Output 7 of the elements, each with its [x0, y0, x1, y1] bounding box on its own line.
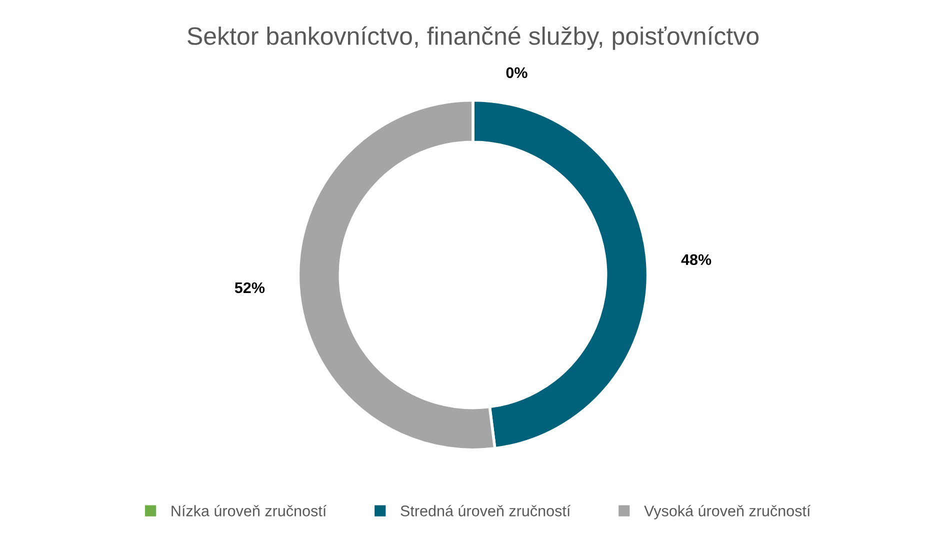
legend-label: Stredná úroveň zručností [400, 504, 571, 516]
data-label: 48% [681, 254, 712, 266]
text: 0% [506, 67, 528, 78]
legend-label: Vysoká úroveň zručností [644, 504, 811, 520]
chart-title: Sektor bankovníctvo, finančné služby, poisťovníctvo [188, 26, 759, 50]
data-label: 52% [234, 282, 265, 294]
legend-label: Nízka úroveň zručností [172, 504, 327, 516]
